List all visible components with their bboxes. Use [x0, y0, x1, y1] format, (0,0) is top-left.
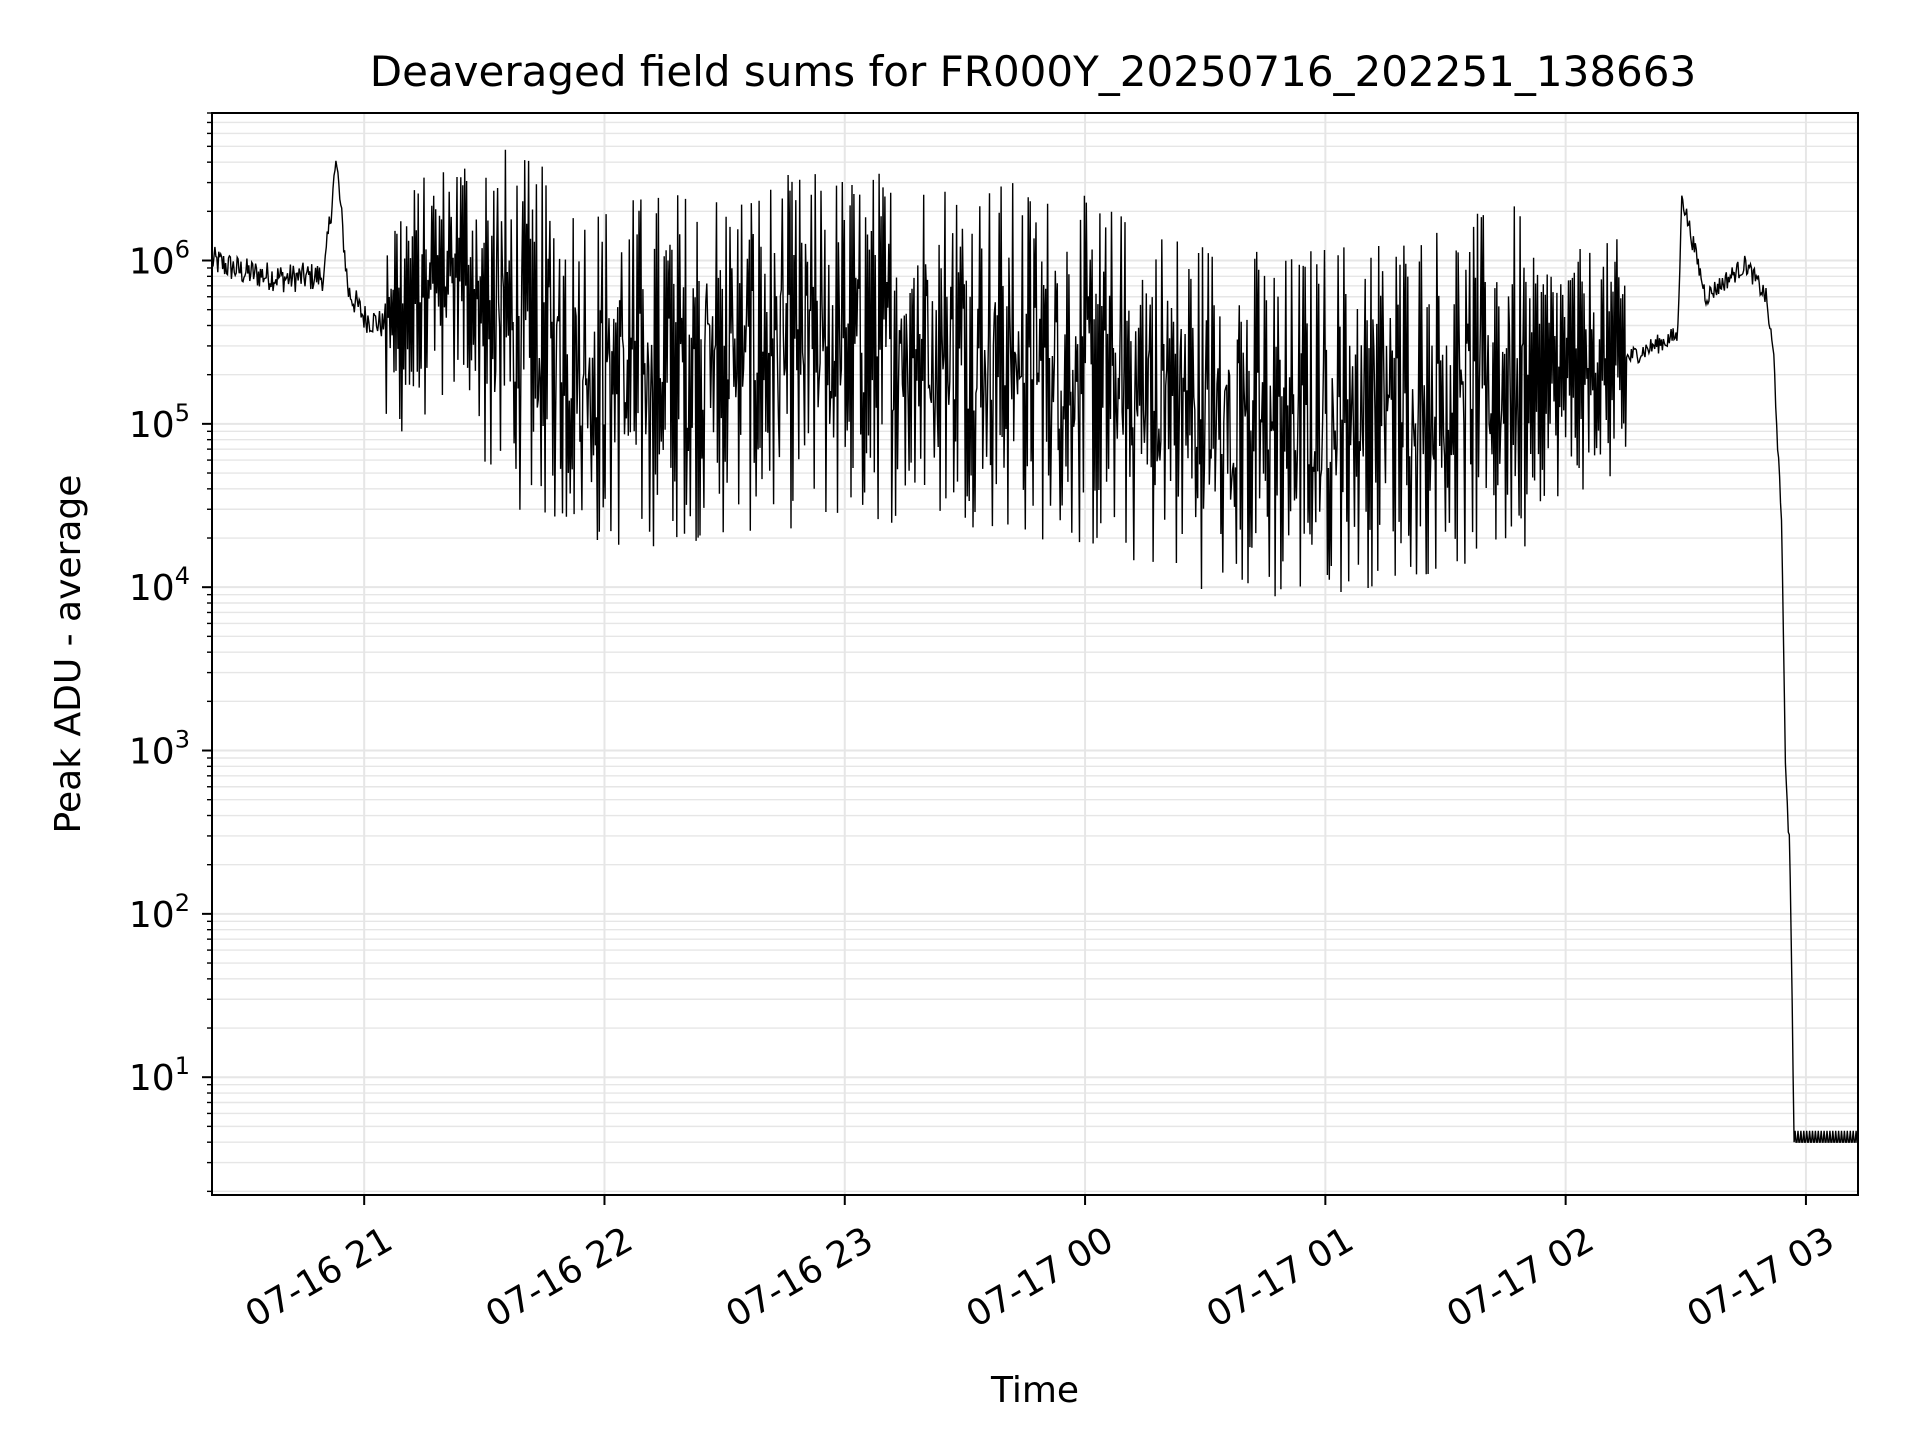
- y-tick-label: 103: [129, 726, 190, 773]
- y-tick-label: 101: [129, 1052, 190, 1099]
- y-tick-label: 102: [129, 889, 190, 936]
- y-tick-label: 106: [129, 236, 190, 283]
- y-axis: 101 102 103 104 105 106: [129, 112, 212, 1193]
- series-polyline: [211, 149, 1858, 1143]
- chart-title: Deaveraged field sums for FR000Y_2025071…: [370, 47, 1696, 96]
- y-tick-label: 105: [129, 399, 190, 446]
- x-axis-label: Time: [990, 1370, 1079, 1411]
- series-line: [211, 149, 1858, 1143]
- y-axis-label: Peak ADU - average: [48, 475, 89, 834]
- plot-frame: [211, 112, 1859, 1196]
- y-tick-label: 104: [129, 562, 190, 609]
